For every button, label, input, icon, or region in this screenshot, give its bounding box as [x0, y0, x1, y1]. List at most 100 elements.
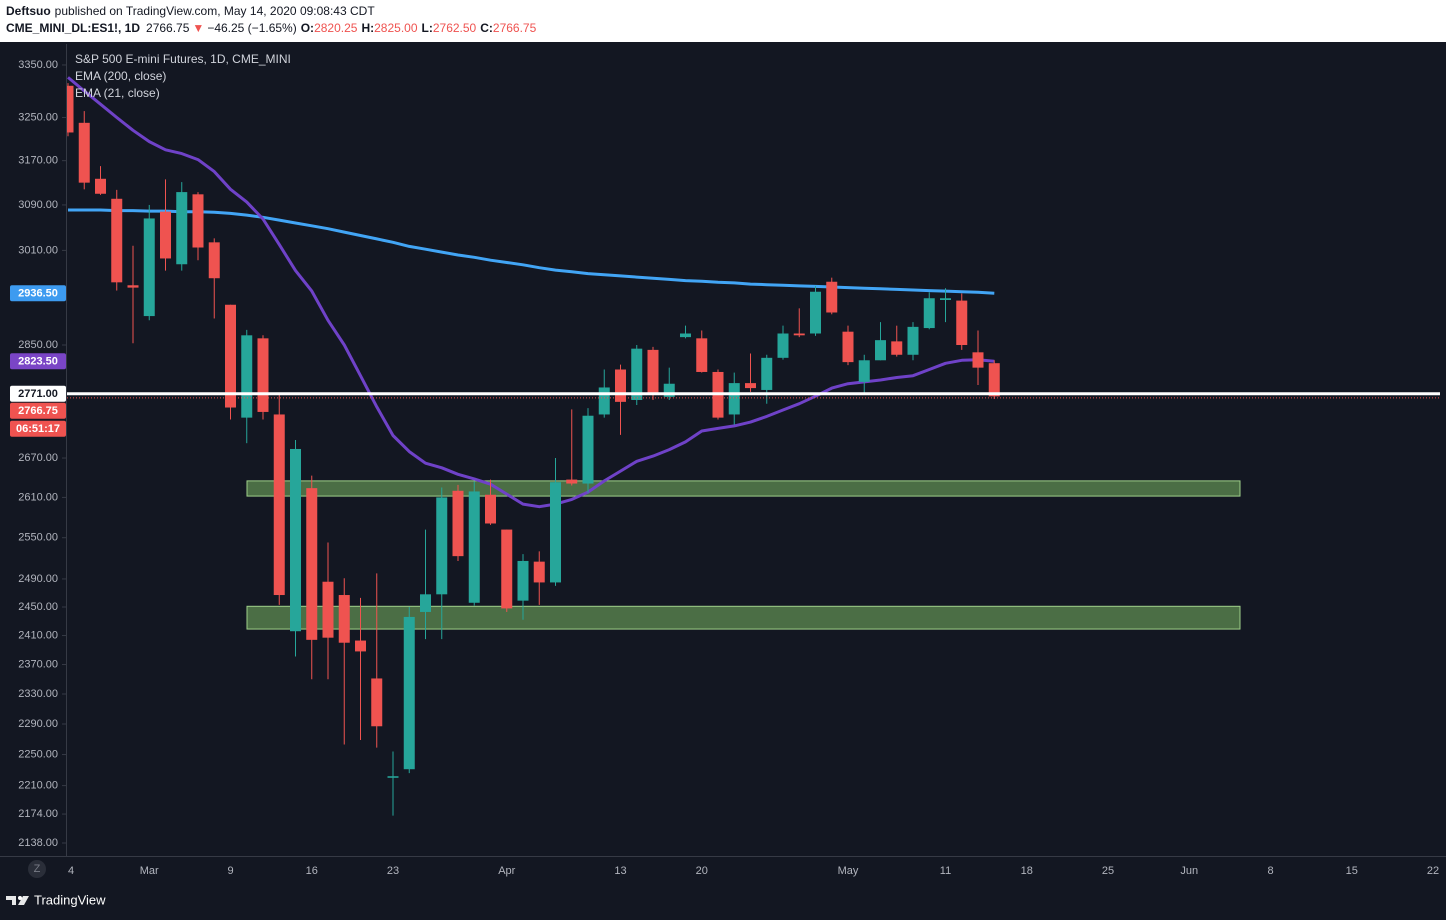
price-label-box: [10, 353, 66, 370]
y-tick-label: 2450.00: [18, 601, 58, 613]
candle-body: [956, 300, 968, 346]
x-tick-label: 22: [1427, 865, 1439, 877]
brand-name: TradingView: [34, 892, 106, 907]
candle-body: [468, 491, 480, 603]
x-tick-label: 16: [306, 865, 318, 877]
y-tick-label: 2670.00: [18, 452, 58, 464]
candle-body: [923, 298, 935, 329]
candle-body: [972, 352, 984, 368]
candle-body: [192, 194, 204, 248]
candle-body: [143, 218, 155, 317]
candle-body: [875, 340, 886, 361]
x-tick-label: 8: [1267, 865, 1273, 877]
ohlc-label: C:: [480, 21, 493, 35]
y-tick-label: 2138.00: [18, 837, 58, 849]
candle-body: [420, 594, 431, 612]
candle-body: [842, 331, 854, 363]
candle-body: [322, 581, 334, 638]
candle-body: [78, 122, 90, 183]
ohlc-value: 2766.75: [493, 21, 537, 35]
ema-line: [67, 76, 995, 509]
candle-body: [777, 333, 789, 358]
candle-body: [761, 357, 773, 390]
support-zone: [246, 605, 1241, 630]
y-tick-label: 2610.00: [18, 491, 58, 503]
candle-body: [338, 595, 350, 643]
y-tick-label: 2850.00: [18, 339, 58, 351]
y-tick-label: 2290.00: [18, 718, 58, 730]
candle-body: [403, 616, 415, 770]
candle-body: [858, 360, 870, 382]
price-label: 2771.00: [18, 388, 58, 400]
candle-body: [680, 333, 691, 338]
candle-body: [745, 383, 756, 389]
ohlc-value: 2820.25: [314, 21, 358, 35]
candle-body: [241, 335, 253, 418]
ohlc-label: H:: [361, 21, 374, 35]
symbol-line: CME_MINI_DL:ES1!, 1D 2766.75 ▼ −46.25 (−1.6…: [6, 21, 537, 35]
brand-logo: [6, 896, 29, 905]
candle-body: [907, 326, 919, 355]
candle-body: [160, 211, 171, 259]
candle-body: [793, 333, 805, 336]
y-axis: 3350.00 3250.00 3170.00 3090.00 3010.00 2850.…: [10, 59, 66, 849]
y-tick-label: 2250.00: [18, 748, 58, 760]
legend-title: S&P 500 E-mini Futures, 1D, CME_MINI: [75, 52, 291, 66]
candle-body: [728, 383, 740, 415]
candle-body: [988, 363, 1000, 397]
candle-body: [306, 488, 318, 640]
candle-body: [533, 561, 545, 583]
x-tick-label: 18: [1021, 865, 1033, 877]
x-tick-label: Mar: [140, 865, 159, 877]
x-tick-label: 20: [696, 865, 708, 877]
candle-body: [940, 298, 951, 301]
candle-body: [485, 494, 496, 524]
publish-info: published on TradingView.com, May 14, 20…: [55, 4, 376, 18]
candle-body: [290, 448, 301, 632]
x-tick-label: 13: [614, 865, 626, 877]
y-tick-label: 3170.00: [18, 155, 58, 167]
candle-body: [127, 285, 139, 288]
candle-body: [67, 85, 74, 133]
header-background: [0, 0, 1446, 42]
zoom-button[interactable]: [28, 860, 46, 878]
candle-body: [696, 338, 708, 372]
x-tick-label: 4: [68, 865, 74, 877]
candle-body: [891, 341, 903, 355]
price-pane: [67, 76, 1440, 816]
price-label-box: [10, 402, 66, 419]
candle-body: [111, 198, 123, 283]
candle-body: [387, 776, 399, 778]
y-tick-label: 3090.00: [18, 199, 58, 211]
legend-entry: EMA (21, close): [75, 86, 160, 100]
price-label: 2936.50: [18, 288, 58, 300]
candle-body: [501, 529, 513, 609]
price-label-box: [10, 385, 66, 402]
candle-body: [371, 678, 383, 727]
candle-body: [517, 560, 529, 601]
candle-body: [436, 497, 448, 595]
candle-body: [208, 242, 220, 279]
symbol: CME_MINI_DL:ES1!, 1D: [6, 21, 140, 35]
candle-body: [355, 640, 366, 652]
candle-body: [273, 414, 285, 596]
candle-body: [566, 479, 578, 484]
zoom-button-label[interactable]: Z: [34, 863, 41, 875]
price-label: 2823.50: [18, 356, 58, 368]
legend-entry: EMA (200, close): [75, 69, 166, 83]
y-tick-label: 2210.00: [18, 780, 58, 792]
y-tick-label: 2550.00: [18, 532, 58, 544]
x-tick-label: 23: [387, 865, 399, 877]
y-tick-label: 2330.00: [18, 688, 58, 700]
y-tick-label: 3250.00: [18, 111, 58, 123]
candle-body: [810, 291, 821, 334]
change: −46.25 (−1.65%): [207, 21, 296, 35]
publish-line: Deftsuo published on TradingView.com, May…: [6, 4, 375, 18]
ohlc-value: 2825.00: [374, 21, 418, 35]
candle-body: [663, 383, 675, 397]
ohlc-label: O:: [301, 21, 314, 35]
x-tick-label: May: [838, 865, 859, 877]
y-tick-label: 2410.00: [18, 629, 58, 641]
x-tick-label: 15: [1346, 865, 1358, 877]
author: Deftsuo: [6, 4, 51, 18]
